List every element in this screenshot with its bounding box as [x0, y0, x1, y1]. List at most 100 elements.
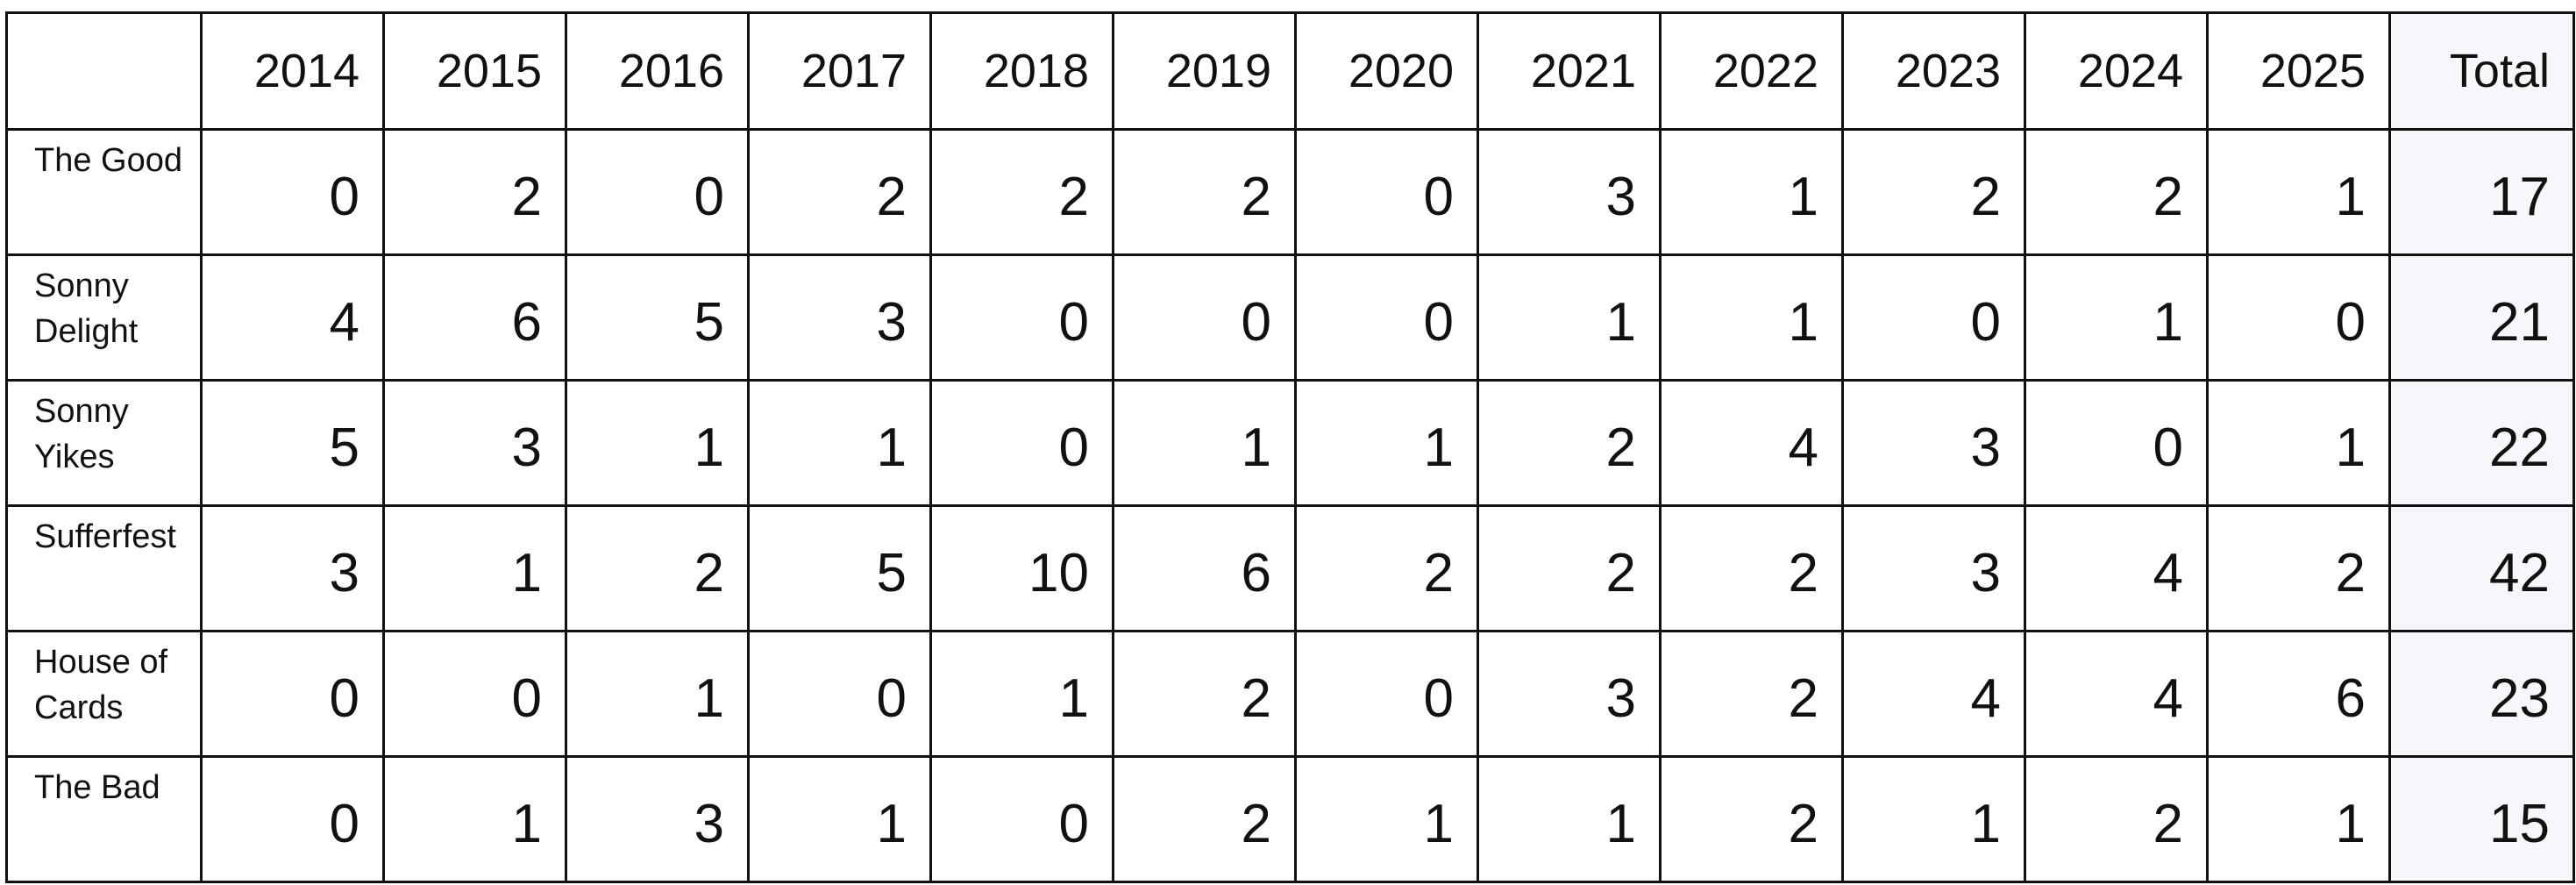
- count-cell: 2: [1841, 128, 2026, 256]
- column-header: 2025: [2206, 11, 2391, 131]
- count-cell: 0: [1294, 253, 1479, 382]
- count-cell: 2: [929, 128, 1114, 256]
- count-cell: 0: [2206, 253, 2391, 382]
- count-cell: 4: [200, 253, 385, 382]
- count-cell: 4: [2024, 504, 2209, 632]
- count-cell: 0: [747, 630, 932, 758]
- count-cell: 2: [1112, 630, 1297, 758]
- column-header: 2022: [1659, 11, 1844, 131]
- count-cell: 0: [2024, 379, 2209, 507]
- count-cell: 0: [200, 755, 385, 883]
- count-cell: 2: [1294, 504, 1479, 632]
- count-cell: 1: [2206, 128, 2391, 256]
- table-row: The Bad 0 1 3 1 0 2 1 1 2 1 2 1 15: [5, 755, 2575, 883]
- column-header: 2021: [1477, 11, 1662, 131]
- count-cell: 1: [382, 504, 567, 632]
- count-cell: 0: [200, 630, 385, 758]
- count-cell: 0: [929, 755, 1114, 883]
- count-cell: 3: [1841, 379, 2026, 507]
- count-cell: 2: [1477, 504, 1662, 632]
- count-cell: 1: [1841, 755, 2026, 883]
- row-label: The Good: [5, 128, 203, 256]
- count-cell: 1: [565, 379, 750, 507]
- row-label: House of Cards: [5, 630, 203, 758]
- column-header: 2017: [747, 11, 932, 131]
- header-row: 2014 2015 2016 2017 2018 2019 2020 2021 2022 2023…: [5, 11, 2575, 131]
- count-cell: 2: [1477, 379, 1662, 507]
- count-cell: 1: [1659, 128, 1844, 256]
- count-cell: 2: [1659, 755, 1844, 883]
- count-cell: 4: [1841, 630, 2026, 758]
- table-row: Sonny Yikes 5 3 1 1 0 1 1 2 4 3 0 1 22: [5, 379, 2575, 507]
- column-header: 2023: [1841, 11, 2026, 131]
- count-cell: 10: [929, 504, 1114, 632]
- count-cell: 4: [2024, 630, 2209, 758]
- column-header: 2015: [382, 11, 567, 131]
- count-cell: 5: [747, 504, 932, 632]
- count-cell: 1: [747, 755, 932, 883]
- count-cell: 2: [1112, 128, 1297, 256]
- count-cell: 1: [1112, 379, 1297, 507]
- count-cell: 0: [200, 128, 385, 256]
- table-row: The Good 0 2 0 2 2 2 0 3 1 2 2 1 17: [5, 128, 2575, 256]
- count-cell: 6: [2206, 630, 2391, 758]
- count-cell: 2: [1659, 504, 1844, 632]
- count-cell: 0: [1294, 128, 1479, 256]
- count-cell: 1: [565, 630, 750, 758]
- count-cell: 2: [747, 128, 932, 256]
- count-cell: 1: [1294, 755, 1479, 883]
- count-cell: 1: [2206, 755, 2391, 883]
- column-header: 2014: [200, 11, 385, 131]
- count-cell: 2: [2024, 128, 2209, 256]
- table-row: Sufferfest 3 1 2 5 10 6 2 2 2 3 4 2 42: [5, 504, 2575, 632]
- count-cell: 3: [565, 755, 750, 883]
- count-cell: 2: [2024, 755, 2209, 883]
- count-cell: 0: [1841, 253, 2026, 382]
- count-cell: 0: [929, 379, 1114, 507]
- count-cell: 2: [565, 504, 750, 632]
- count-cell: 0: [1112, 253, 1297, 382]
- total-cell: 17: [2388, 128, 2575, 256]
- column-header: 2020: [1294, 11, 1479, 131]
- table-row: Sonny Delight 4 6 5 3 0 0 0 1 1 0 1 0 21: [5, 253, 2575, 382]
- count-cell: 0: [565, 128, 750, 256]
- count-cell: 1: [1659, 253, 1844, 382]
- count-cell: 0: [929, 253, 1114, 382]
- total-cell: 22: [2388, 379, 2575, 507]
- total-cell: 42: [2388, 504, 2575, 632]
- column-header: Total: [2388, 11, 2575, 131]
- count-cell: 3: [200, 504, 385, 632]
- total-cell: 15: [2388, 755, 2575, 883]
- corner-cell: [5, 11, 203, 131]
- count-cell: 1: [747, 379, 932, 507]
- count-cell: 1: [382, 755, 567, 883]
- row-label: Sufferfest: [5, 504, 203, 632]
- row-label: Sonny Delight: [5, 253, 203, 382]
- row-label: The Bad: [5, 755, 203, 883]
- total-cell: 21: [2388, 253, 2575, 382]
- column-header: 2018: [929, 11, 1114, 131]
- count-cell: 0: [1294, 630, 1479, 758]
- count-cell: 1: [2206, 379, 2391, 507]
- count-cell: 2: [1112, 755, 1297, 883]
- count-cell: 2: [382, 128, 567, 256]
- count-cell: 3: [1477, 630, 1662, 758]
- results-table: 2014 2015 2016 2017 2018 2019 2020 2021 2022 2023…: [5, 11, 2575, 883]
- count-cell: 1: [1477, 755, 1662, 883]
- count-cell: 0: [382, 630, 567, 758]
- column-header: 2016: [565, 11, 750, 131]
- count-cell: 5: [200, 379, 385, 507]
- count-cell: 1: [2024, 253, 2209, 382]
- count-cell: 3: [747, 253, 932, 382]
- table-row: House of Cards 0 0 1 0 1 2 0 3 2 4 4 6 23: [5, 630, 2575, 758]
- row-label: Sonny Yikes: [5, 379, 203, 507]
- column-header: 2019: [1112, 11, 1297, 131]
- total-cell: 23: [2388, 630, 2575, 758]
- count-cell: 6: [1112, 504, 1297, 632]
- count-cell: 2: [2206, 504, 2391, 632]
- count-cell: 3: [1841, 504, 2026, 632]
- count-cell: 1: [1477, 253, 1662, 382]
- count-cell: 2: [1659, 630, 1844, 758]
- column-header: 2024: [2024, 11, 2209, 131]
